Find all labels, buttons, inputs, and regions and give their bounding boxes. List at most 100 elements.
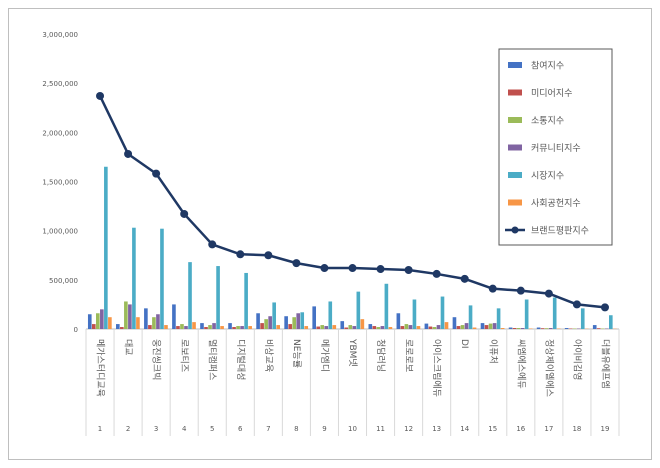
category-label-16: 씨엠에스에듀 bbox=[515, 339, 527, 389]
y-tick-label: 500,000 bbox=[49, 277, 78, 285]
legend-label-4: 커뮤니티지수 bbox=[531, 143, 581, 154]
bar-2-3 bbox=[148, 325, 152, 329]
bar-2-19 bbox=[596, 328, 601, 329]
rank-label-15: 15 bbox=[488, 425, 497, 433]
brand-index-point-9 bbox=[320, 264, 329, 273]
bar-2-11 bbox=[372, 326, 377, 329]
bar-5-11 bbox=[384, 283, 389, 329]
bar-2-17 bbox=[540, 328, 545, 329]
legend-label-7: 브랜드평판지수 bbox=[531, 226, 589, 237]
bar-2-2 bbox=[120, 327, 124, 329]
bar-3-15 bbox=[488, 323, 493, 329]
bar-1-1 bbox=[87, 314, 92, 329]
bar-5-8 bbox=[300, 312, 305, 329]
category-label-4: 로보티즈 bbox=[179, 339, 190, 372]
rank-label-1: 1 bbox=[98, 425, 102, 433]
legend-swatch-4 bbox=[508, 144, 522, 151]
bar-4-11 bbox=[380, 326, 385, 329]
bar-3-13 bbox=[432, 327, 437, 329]
rank-label-6: 6 bbox=[238, 425, 243, 433]
bar-3-9 bbox=[320, 325, 325, 329]
bar-6-13 bbox=[444, 322, 449, 329]
bar-3-4 bbox=[180, 324, 184, 329]
legend-swatch-3 bbox=[508, 117, 522, 123]
rank-label-13: 13 bbox=[432, 425, 441, 433]
bar-2-14 bbox=[456, 326, 461, 329]
brand-index-point-15 bbox=[488, 284, 497, 293]
bar-2-9 bbox=[316, 326, 321, 329]
rank-label-12: 12 bbox=[404, 425, 413, 433]
bar-4-8 bbox=[296, 313, 301, 329]
rank-label-18: 18 bbox=[572, 425, 581, 433]
bar-5-13 bbox=[440, 296, 445, 329]
bar-1-16 bbox=[508, 327, 513, 329]
legend-label-5: 시장지수 bbox=[531, 171, 564, 182]
bar-6-11 bbox=[388, 327, 393, 329]
rank-label-19: 19 bbox=[601, 425, 610, 433]
bar-6-7 bbox=[276, 325, 281, 329]
category-label-10: YBM넷 bbox=[347, 338, 358, 367]
line-series bbox=[96, 91, 609, 312]
category-label-11: 청담러닝 bbox=[375, 339, 387, 372]
category-label-12: 로로로보 bbox=[403, 339, 414, 372]
rank-label-9: 9 bbox=[322, 425, 326, 433]
y-tick-label: 1,500,000 bbox=[42, 179, 78, 187]
category-label-13: 아이스크림에듀 bbox=[431, 339, 443, 397]
bar-5-5 bbox=[216, 266, 220, 329]
bar-4-9 bbox=[324, 326, 329, 329]
category-label-7: 비상교육 bbox=[263, 339, 274, 372]
bar-2-13 bbox=[428, 326, 433, 329]
bar-1-5 bbox=[200, 323, 204, 329]
brand-index-point-12 bbox=[404, 266, 413, 274]
bar-1-7 bbox=[256, 313, 260, 329]
bar-1-12 bbox=[396, 313, 401, 329]
legend-swatch-6 bbox=[508, 199, 522, 206]
rank-label-5: 5 bbox=[210, 425, 214, 433]
bar-5-7 bbox=[272, 302, 276, 329]
rank-label-7: 7 bbox=[266, 425, 270, 433]
bar-6-2 bbox=[136, 317, 140, 329]
category-label-6: 디지털대성 bbox=[235, 339, 247, 380]
bar-3-16 bbox=[516, 328, 521, 329]
bar-1-11 bbox=[368, 324, 373, 329]
bar-6-15 bbox=[500, 328, 505, 329]
bar-2-16 bbox=[512, 328, 517, 329]
bar-2-7 bbox=[260, 323, 264, 329]
bar-4-14 bbox=[464, 323, 469, 329]
rank-label-10: 10 bbox=[348, 425, 357, 433]
bar-5-17 bbox=[552, 297, 557, 329]
bar-3-6 bbox=[236, 326, 240, 329]
bar-6-10 bbox=[360, 319, 365, 329]
bar-3-10 bbox=[348, 325, 353, 329]
bar-1-19 bbox=[592, 325, 597, 329]
bar-4-13 bbox=[436, 325, 441, 329]
bar-5-18 bbox=[580, 308, 585, 329]
bar-1-4 bbox=[172, 304, 176, 329]
bar-5-2 bbox=[132, 227, 136, 329]
bar-5-12 bbox=[412, 299, 417, 329]
bar-3-11 bbox=[376, 327, 381, 329]
bar-3-17 bbox=[544, 328, 549, 329]
bar-4-3 bbox=[156, 314, 160, 329]
brand-index-point-11 bbox=[376, 265, 385, 274]
bar-3-1 bbox=[96, 313, 100, 329]
bar-1-18 bbox=[564, 328, 569, 329]
bar-4-12 bbox=[408, 325, 413, 329]
brand-index-point-2 bbox=[124, 149, 133, 158]
bar-5-3 bbox=[160, 228, 164, 329]
category-label-3: 웅진씽크빅 bbox=[151, 339, 162, 380]
brand-index-point-7 bbox=[264, 251, 273, 260]
bar-4-15 bbox=[492, 323, 497, 329]
brand-reputation-chart: 0 500,000 1,000,000 1,500,000 2,000,000 2,500… bbox=[42, 31, 620, 436]
bar-4-17 bbox=[548, 328, 553, 329]
bar-6-14 bbox=[472, 327, 477, 329]
legend-swatch-1 bbox=[508, 62, 522, 68]
rank-label-8: 8 bbox=[294, 425, 298, 433]
brand-index-point-1 bbox=[96, 91, 105, 100]
bar-5-16 bbox=[524, 299, 529, 329]
y-tick-label: 0 bbox=[74, 326, 78, 334]
brand-index-point-14 bbox=[460, 274, 469, 283]
bar-3-8 bbox=[292, 317, 296, 329]
bar-3-5 bbox=[208, 325, 212, 329]
